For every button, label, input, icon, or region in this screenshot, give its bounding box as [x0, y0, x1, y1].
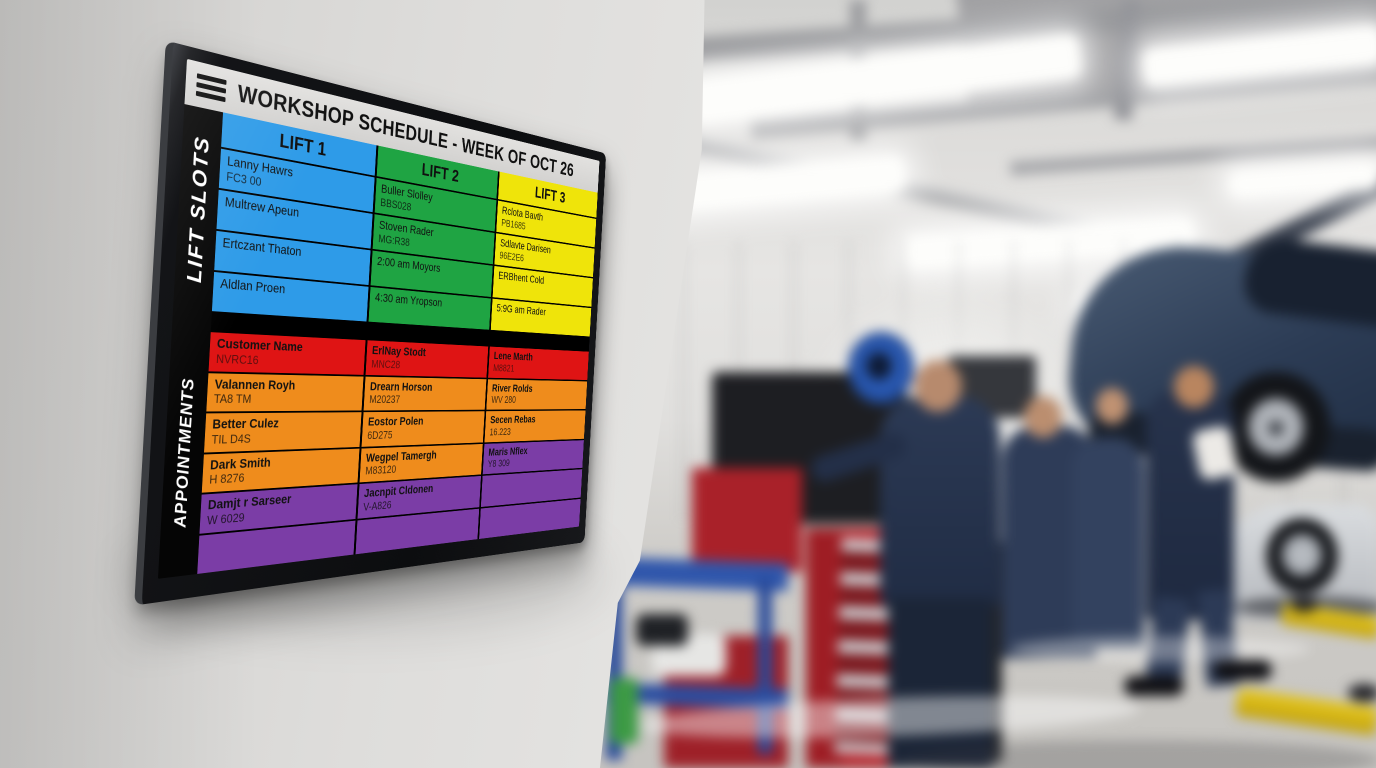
mechanic-head	[1096, 388, 1128, 424]
mechanic-head	[1024, 396, 1062, 438]
car-wheel-hub	[1268, 420, 1284, 436]
hose-reel-hub	[866, 352, 892, 380]
appointment-cell: Eostor Polen 6D275	[359, 409, 485, 447]
lift-column-1: LIFT 1 Lanny Hawrs FC3 00 Multrew Apeun	[211, 112, 377, 322]
appointment-cell: Lene Marth M8821	[486, 344, 589, 380]
appointment-cell: Better Culez TIL D4S	[204, 410, 362, 453]
mechanic-torso	[1146, 390, 1234, 620]
lift-column-2: LIFT 2 Buller Slolley BBS028 Stoven Rade…	[366, 145, 499, 330]
cart-items	[636, 614, 688, 646]
blue-cart-leg	[758, 578, 772, 754]
mechanic-torso	[880, 396, 1000, 608]
appointment-cell: Secen Rebas 16.223	[483, 409, 586, 443]
appointment-cell: Customer Name NVRC16	[208, 330, 366, 375]
appointment-cell: ErlNay Stodt MNC28	[363, 338, 489, 378]
appointments-section: Customer Name NVRC16 ErlNay Stodt MNC28 …	[197, 330, 589, 574]
mechanic-head	[1174, 366, 1214, 408]
silver-car-rim	[1282, 534, 1322, 576]
appointment-cell: River Rolds WV 280	[484, 377, 588, 410]
lift-column-3: LIFT 3 Rclota Bavth PB1685 Sdlavte Daris…	[489, 171, 598, 337]
schedule-grid: LIFT 1 Lanny Hawrs FC3 00 Multrew Apeun	[197, 112, 598, 574]
green-container	[610, 678, 638, 744]
floor-reflection	[1010, 636, 1310, 662]
lift-pad	[1290, 596, 1318, 612]
red-cabinet	[692, 468, 802, 572]
appointment-cell: Valannen Royh TA8 TM	[206, 370, 364, 412]
mechanic-head	[914, 360, 962, 412]
mechanic-shoe	[1124, 676, 1184, 696]
hamburger-icon[interactable]	[195, 69, 227, 106]
appointment-cell: Drearn Horson M20237	[361, 374, 487, 411]
mechanic-shoe	[1214, 660, 1272, 680]
schedule-screen: WORKSHOP SCHEDULE - WEEK OF OCT 26 LIFT …	[157, 58, 600, 579]
mechanic-legs	[888, 598, 992, 768]
lift-pad	[1348, 684, 1376, 702]
floor-shadow	[900, 740, 1376, 768]
mechanic-torso	[1072, 438, 1144, 648]
